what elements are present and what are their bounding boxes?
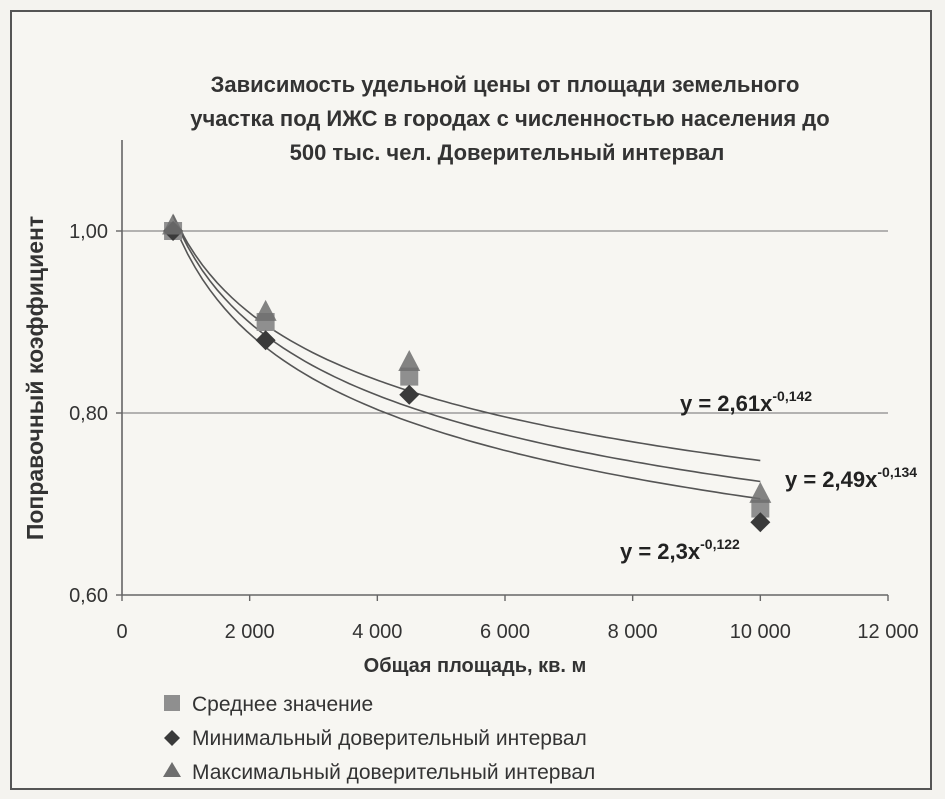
x-tick-label: 6 000 <box>480 621 530 643</box>
trendline-equation-3: y = 2,3x-0,122 <box>620 536 740 564</box>
data-markers <box>162 213 772 533</box>
chart-title-line-2: участка под ИЖС в городах с численностью… <box>190 106 829 131</box>
trendlines <box>172 214 761 500</box>
marker-max-point <box>254 299 277 321</box>
trendline-equation-1: y = 2,61x-0,142 <box>680 388 812 416</box>
chart-title: Зависимость удельной цены от площади зем… <box>190 72 829 165</box>
marker-min-point <box>255 330 276 351</box>
x-tick-label: 2 000 <box>225 621 275 643</box>
marker-max-point <box>162 213 185 235</box>
x-tick-label: 8 000 <box>608 621 658 643</box>
trendline-power-2 <box>172 215 761 483</box>
tick-labels: 0 2 000 4 000 6 000 8 000 10 000 12 000 0,60 0,8… <box>69 221 919 643</box>
y-axis-title: Поправочный коэффициент <box>22 216 48 540</box>
chart-frame <box>10 10 932 790</box>
legend-label-mean: Среднее значение <box>192 693 373 716</box>
x-axis-title: Общая площадь, кв. м <box>364 655 587 677</box>
y-tick-label: 0,60 <box>69 585 108 607</box>
trendline-equation-2: y = 2,49x-0,134 <box>785 464 917 492</box>
trendline-power-1 <box>172 221 761 500</box>
legend-label-max: Максимальный доверительный интервал <box>192 761 595 784</box>
chart-title-line-1: Зависимость удельной цены от площади зем… <box>211 72 800 97</box>
marker-mean-point <box>751 499 770 518</box>
gridlines <box>122 230 888 414</box>
legend-item-max: Максимальный доверительный интервал <box>163 761 595 784</box>
marker-min-point <box>399 384 420 405</box>
legend: Среднее значение Минимальный доверительн… <box>163 693 595 784</box>
x-tick-label: 4 000 <box>352 621 402 643</box>
x-tick-label: 12 000 <box>857 621 918 643</box>
legend-triangle-icon <box>163 762 181 777</box>
axes <box>116 140 889 601</box>
marker-min-point <box>750 512 771 533</box>
legend-diamond-icon <box>164 730 180 746</box>
chart-title-line-3: 500 тыс. чел. Доверительный интервал <box>290 140 725 165</box>
x-tick-label: 10 000 <box>730 621 791 643</box>
y-tick-label: 1,00 <box>69 221 108 243</box>
legend-square-icon <box>164 695 180 711</box>
legend-item-min: Минимальный доверительный интервал <box>164 727 587 750</box>
y-tick-label: 0,80 <box>69 403 108 425</box>
legend-label-min: Минимальный доверительный интервал <box>192 727 587 750</box>
marker-mean-point <box>400 367 419 386</box>
x-tick-label: 0 <box>116 621 127 643</box>
marker-max-point <box>398 349 421 371</box>
marker-max-point <box>749 481 772 503</box>
legend-item-mean: Среднее значение <box>164 693 373 716</box>
